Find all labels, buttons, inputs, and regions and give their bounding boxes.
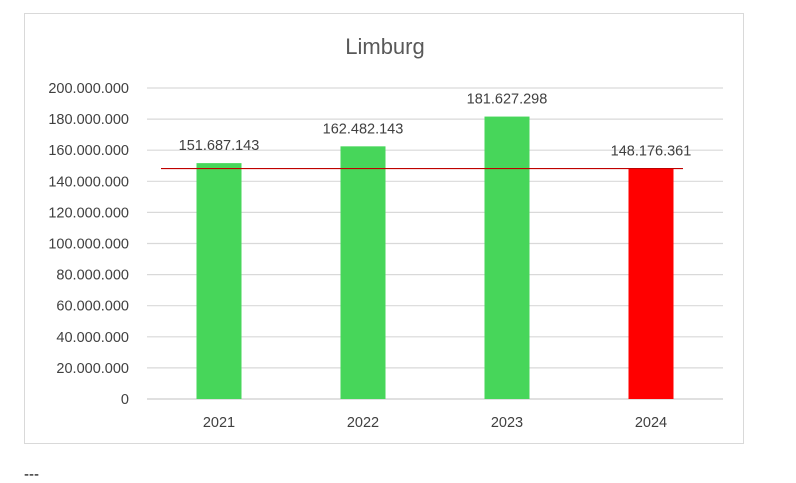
y-tick-label: 40.000.000 [56, 330, 129, 346]
x-axis-tick-labels: 2021 2022 2023 2024 [203, 415, 667, 431]
y-tick-label: 20.000.000 [56, 361, 129, 377]
y-tick-label: 160.000.000 [48, 143, 129, 159]
x-tick-label: 2023 [491, 415, 523, 431]
footer-separator-text: --- [24, 466, 39, 483]
y-tick-label: 0 [121, 392, 129, 408]
y-tick-label: 60.000.000 [56, 299, 129, 315]
y-tick-label: 140.000.000 [48, 174, 129, 190]
bar-chart: Limburg 0 20.000.000 40.000.000 60.000.000 8… [48, 34, 723, 431]
bar-2024 [628, 168, 674, 399]
y-tick-label: 100.000.000 [48, 237, 129, 253]
x-tick-label: 2024 [635, 415, 667, 431]
bar-2023 [484, 116, 530, 399]
x-tick-label: 2022 [347, 415, 379, 431]
y-tick-label: 80.000.000 [56, 268, 129, 284]
gridlines [147, 87, 723, 400]
data-label-2024: 148.176.361 [611, 144, 692, 160]
bar-2021 [196, 163, 242, 399]
data-label-2022: 162.482.143 [323, 121, 404, 137]
data-labels: 151.687.143 162.482.143 181.627.298 148.176… [179, 92, 692, 160]
data-label-2021: 151.687.143 [179, 138, 260, 154]
bar-2022 [340, 146, 386, 399]
bars [196, 116, 674, 399]
y-tick-label: 200.000.000 [48, 81, 129, 97]
chart-title: Limburg [345, 34, 424, 59]
y-axis-tick-labels: 0 20.000.000 40.000.000 60.000.000 80.000.00… [48, 81, 129, 408]
data-label-2023: 181.627.298 [467, 92, 548, 108]
y-tick-label: 120.000.000 [48, 205, 129, 221]
y-tick-label: 180.000.000 [48, 112, 129, 128]
x-tick-label: 2021 [203, 415, 235, 431]
chart-container: Limburg 0 20.000.000 40.000.000 60.000.000 8… [24, 13, 744, 444]
